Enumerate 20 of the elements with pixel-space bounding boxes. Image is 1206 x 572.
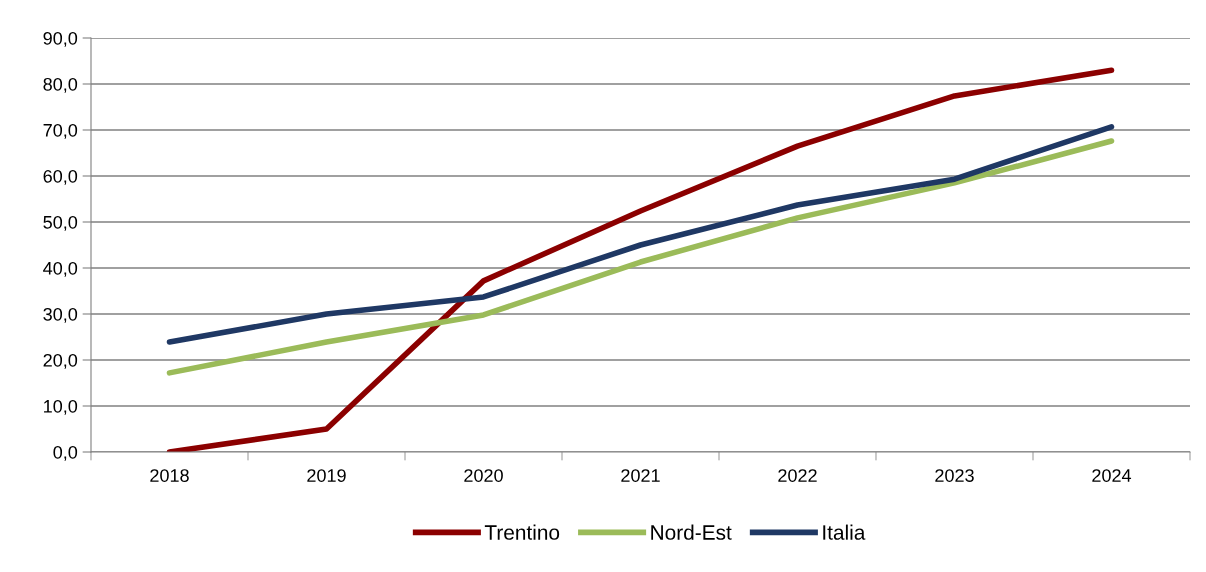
legend-label: Trentino [484,524,560,540]
x-tick-label: 2023 [935,469,974,482]
y-tick-label: 60,0 [43,169,78,185]
legend-label: Italia [823,524,866,540]
x-tick-label: 2022 [778,469,817,482]
x-tick-label: 2018 [150,469,189,482]
y-tick-label: 70,0 [43,123,78,139]
y-tick-label: 10,0 [44,399,78,415]
y-tick-label: 40,0 [43,261,78,277]
y-tick-label: 30,0 [43,307,78,323]
y-tick-label: 0,0 [53,445,78,461]
x-tick-label: 2019 [307,469,346,482]
x-tick-label: 2021 [621,469,660,482]
x-tick-label: 2020 [464,469,503,482]
y-tick-label: 80,0 [43,77,78,93]
x-tick-label: 2024 [1092,469,1132,482]
y-tick-label: 50,0 [43,215,78,231]
y-tick-label: 20,0 [43,353,78,369]
legend-label: Nord-Est [651,524,732,540]
y-tick-label: 90,0 [43,31,78,47]
